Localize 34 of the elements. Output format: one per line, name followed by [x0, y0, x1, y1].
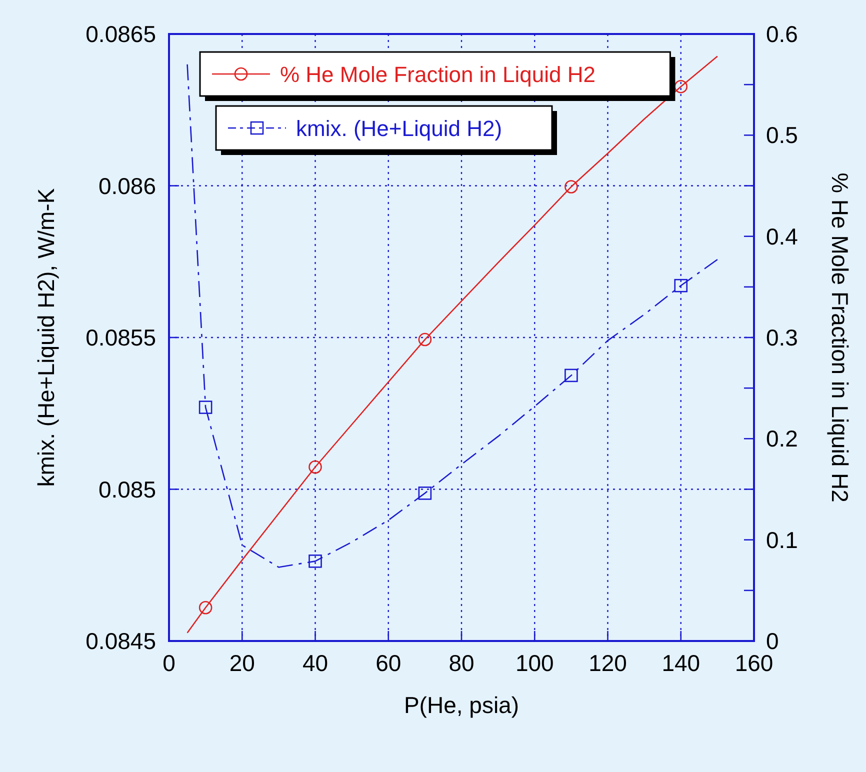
point [198, 600, 212, 614]
x-tick-label: 100 [515, 650, 554, 676]
point [308, 554, 322, 568]
y2-axis-title: % He Mole Fraction in Liquid H2 [827, 172, 853, 502]
y2-tick-label: 0.5 [766, 122, 798, 148]
legend-label: % He Mole Fraction in Liquid H2 [280, 62, 596, 87]
point [418, 486, 432, 500]
x-tick-label: 60 [376, 650, 402, 676]
y-tick-label: 0.0845 [86, 628, 156, 654]
x-tick-label: 140 [662, 650, 700, 676]
y-tick-label: 0.0855 [86, 324, 156, 350]
y2-tick-label: 0.4 [766, 223, 798, 250]
point [198, 400, 212, 414]
y-axis-title: kmix. (He+Liquid H2), W/m-K [33, 188, 59, 487]
point [308, 460, 322, 474]
x-axis-title: P(He, psia) [404, 692, 520, 718]
point [674, 80, 688, 94]
x-tick-label: 0 [162, 650, 176, 676]
point [674, 278, 688, 292]
legend-label: kmix. (He+Liquid H2) [296, 116, 502, 141]
point [564, 368, 578, 382]
y-tick-label: 0.0865 [86, 21, 156, 47]
y2-tick-label: 0.6 [766, 21, 798, 47]
y-tick-label: 0.086 [98, 172, 156, 199]
point [564, 180, 578, 194]
point [418, 332, 432, 346]
x-tick-label: 80 [448, 650, 474, 676]
x-tick-label: 40 [302, 650, 328, 676]
y2-tick-label: 0.3 [766, 324, 798, 350]
y2-tick-label: 0.2 [766, 426, 798, 452]
y2-tick-label: 0.1 [766, 526, 798, 553]
x-tick-label: 120 [588, 650, 627, 676]
x-tick-label: 20 [229, 650, 255, 676]
y-tick-label: 0.085 [98, 476, 156, 502]
